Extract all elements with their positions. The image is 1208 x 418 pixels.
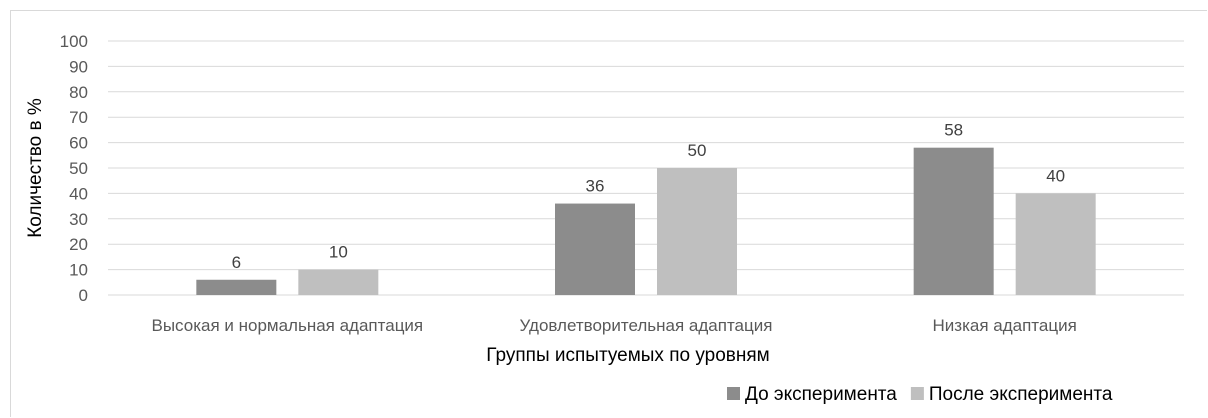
legend-swatch <box>910 387 924 400</box>
data-label: 40 <box>1046 166 1065 185</box>
data-label: 50 <box>688 141 707 160</box>
legend-swatch <box>727 387 740 400</box>
bar <box>555 203 635 295</box>
y-axis-title: Количество в % <box>25 98 46 238</box>
data-labels: 6 10 36 50 58 40 <box>232 121 1066 272</box>
bar <box>298 269 379 295</box>
bar <box>1015 193 1096 295</box>
y-tick-label: 10 <box>69 261 88 280</box>
bars <box>196 147 1096 295</box>
legend-label: До эксперимента <box>745 384 897 405</box>
y-axis-ticks: 0 10 20 30 40 50 60 70 80 90 100 <box>60 32 88 305</box>
y-tick-label: 50 <box>69 159 88 178</box>
data-label: 6 <box>232 253 241 272</box>
bar <box>657 168 737 295</box>
y-tick-label: 100 <box>60 32 88 51</box>
legend-label: После эксперимента <box>929 384 1113 405</box>
x-axis-title: Группы испытуемых по уровням <box>486 345 769 366</box>
legend: До эксперимента После эксперимента <box>727 384 1113 405</box>
category-labels: Высокая и нормальная адаптация Удовлетвор… <box>152 316 1077 335</box>
data-label: 10 <box>329 243 348 262</box>
y-tick-label: 70 <box>69 108 88 127</box>
y-tick-label: 60 <box>69 134 88 153</box>
y-tick-label: 80 <box>69 83 88 102</box>
bar <box>913 147 994 295</box>
y-tick-label: 30 <box>69 210 88 229</box>
category-label: Низкая адаптация <box>933 316 1077 335</box>
y-tick-label: 90 <box>69 57 88 76</box>
category-label: Высокая и нормальная адаптация <box>152 316 424 335</box>
y-tick-label: 20 <box>69 235 88 254</box>
bar <box>196 279 277 295</box>
data-label: 58 <box>944 121 963 140</box>
y-tick-label: 40 <box>69 184 88 203</box>
gridlines <box>108 40 1184 296</box>
y-tick-label: 0 <box>79 286 88 305</box>
data-label: 36 <box>586 177 605 196</box>
category-label: Удовлетворительная адаптация <box>520 316 773 335</box>
